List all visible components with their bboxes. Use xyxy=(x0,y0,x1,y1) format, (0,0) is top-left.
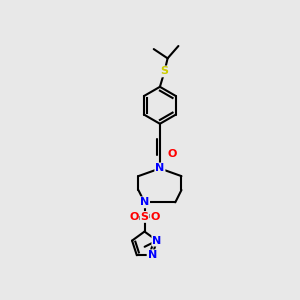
Text: N: N xyxy=(148,250,157,260)
Text: N: N xyxy=(140,197,149,207)
Text: N: N xyxy=(152,236,162,246)
Text: S: S xyxy=(140,212,148,222)
Text: O: O xyxy=(167,149,177,159)
Text: S: S xyxy=(160,66,169,76)
Text: O: O xyxy=(129,212,138,222)
Text: O: O xyxy=(151,212,160,222)
Text: N: N xyxy=(155,164,164,173)
